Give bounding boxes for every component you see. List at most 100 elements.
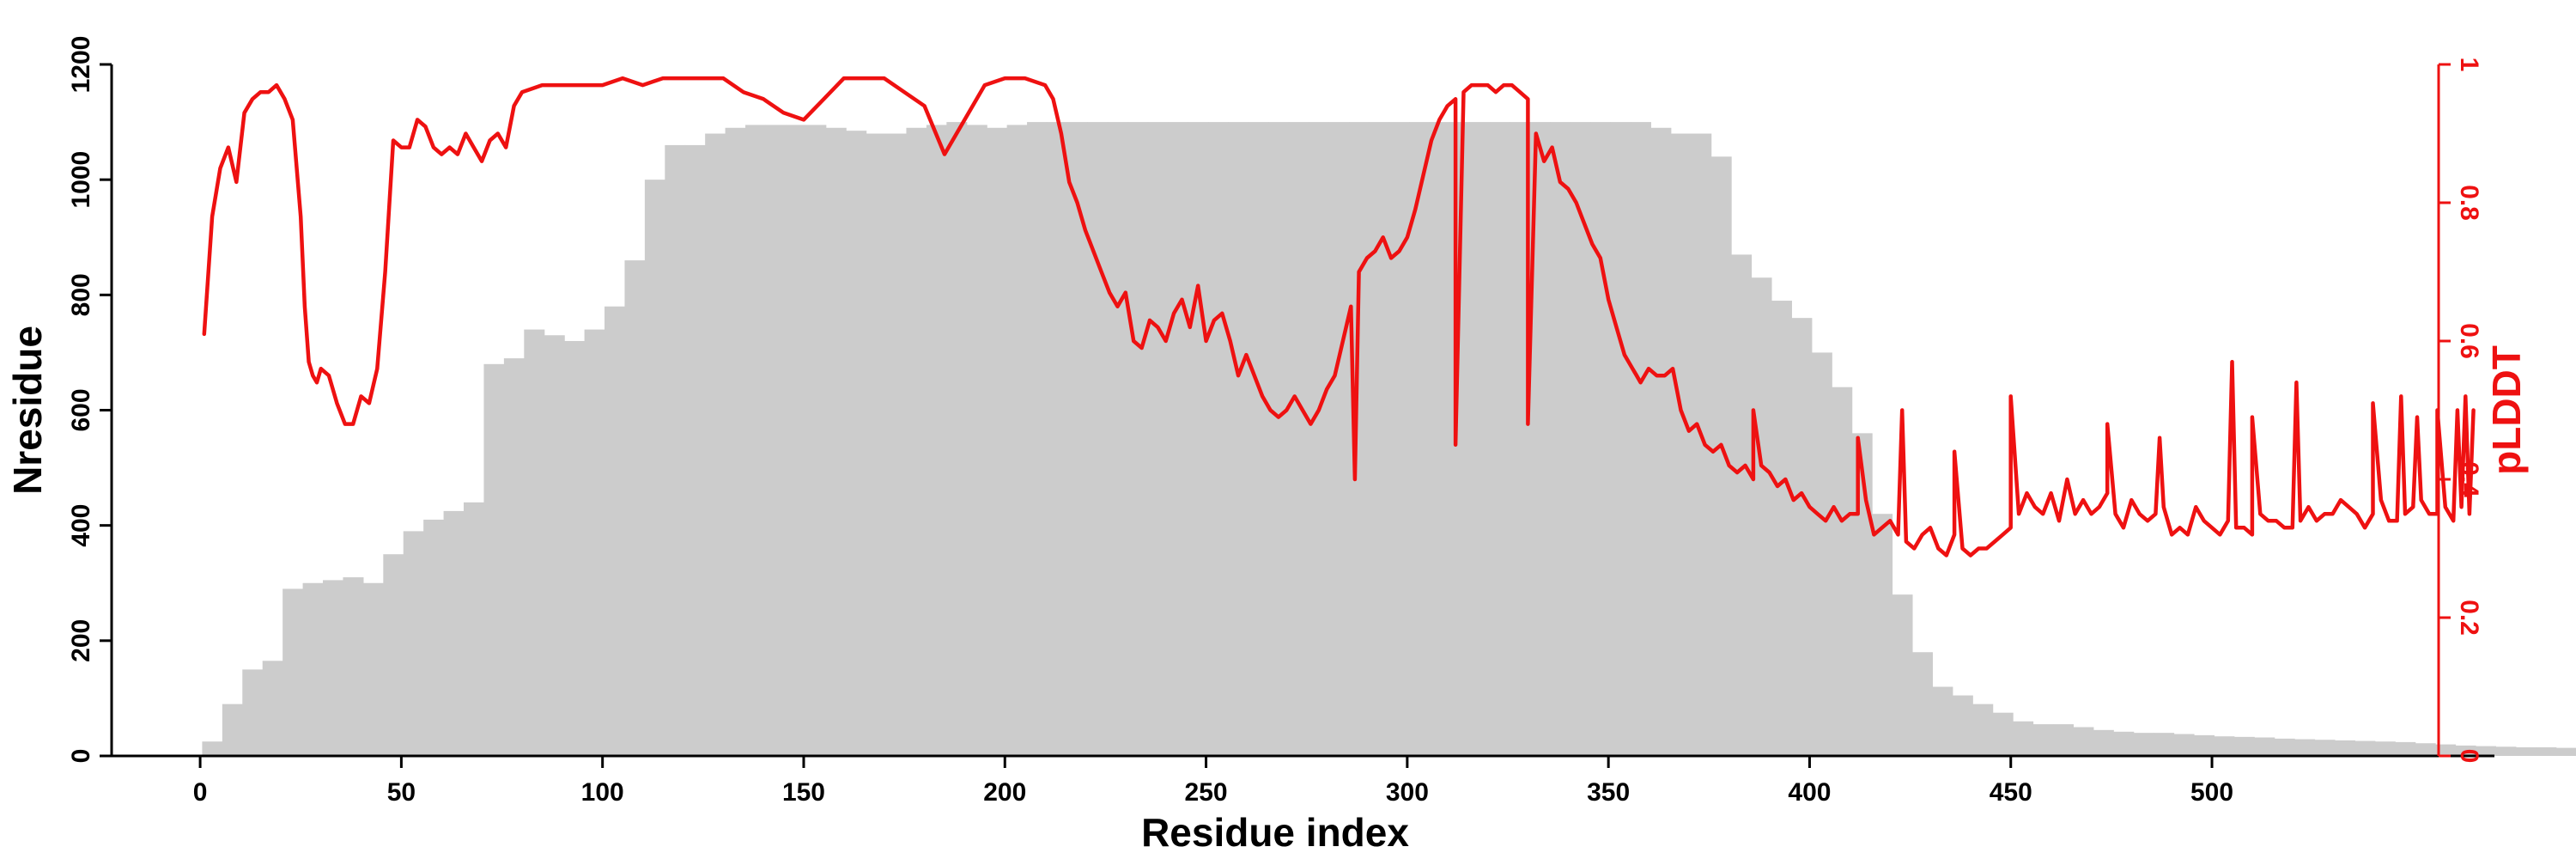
right-y-tick-label: 0.6	[2455, 323, 2483, 359]
nresidue-bar	[2274, 738, 2295, 757]
nresidue-bar	[1188, 122, 1209, 756]
nresidue-bar	[1328, 122, 1350, 756]
nresidue-bar	[785, 125, 806, 756]
right-y-tick-label: 1	[2455, 58, 2483, 72]
nresidue-bar	[1771, 301, 1792, 756]
x-tick-label: 50	[387, 778, 416, 807]
nresidue-bar	[624, 260, 646, 757]
left-y-tick-label: 200	[67, 619, 95, 662]
nresidue-bar	[966, 125, 987, 756]
nresidue-bar	[343, 577, 364, 756]
nresidue-bar	[2254, 737, 2275, 756]
nresidue-bar	[2415, 743, 2436, 756]
nresidue-bar	[1992, 712, 2014, 756]
right-y-axis-title: pLDDT	[2484, 345, 2529, 475]
x-tick-label: 450	[1990, 778, 2032, 807]
nresidue-bar	[946, 122, 968, 756]
nresidue-bar	[1550, 122, 1571, 756]
nresidue-bar	[584, 329, 605, 756]
nresidue-bar	[1610, 122, 1631, 756]
nresidue-bar	[2193, 734, 2215, 756]
nresidue-bar	[1630, 122, 1651, 756]
nresidue-bar	[403, 531, 424, 757]
nresidue-bar	[906, 127, 927, 757]
nresidue-bar	[1107, 122, 1128, 756]
nresidue-bar	[1952, 695, 1973, 756]
nresidue-bar	[2495, 746, 2517, 756]
nresidue-bar	[2032, 724, 2054, 756]
nresidue-bar	[1892, 594, 1913, 756]
nresidue-bar	[1228, 122, 1249, 756]
nresidue-bar	[202, 741, 223, 756]
nresidue-bar	[644, 180, 665, 757]
nresidue-bar	[1168, 122, 1189, 756]
nresidue-bar	[464, 502, 485, 756]
nresidue-bar	[383, 554, 404, 756]
nresidue-bar	[684, 144, 706, 757]
nresidue-bar	[2013, 721, 2034, 756]
nresidue-bar	[2173, 734, 2195, 756]
left-y-tick-label: 400	[67, 504, 95, 547]
nresidue-bar	[2113, 731, 2135, 756]
nresidue-bar	[2354, 740, 2376, 756]
nresidue-bar	[1348, 122, 1370, 756]
nresidue-bar	[1691, 133, 1712, 756]
nresidue-bar	[1006, 125, 1028, 756]
nresidue-bar	[564, 341, 586, 756]
nresidue-bar	[1288, 122, 1309, 756]
nresidue-bar	[1429, 122, 1450, 756]
nresidue-bar	[725, 127, 746, 757]
nresidue-bar	[2314, 740, 2336, 756]
nresidue-bar	[665, 144, 686, 757]
nresidue-bar	[1388, 122, 1410, 756]
x-axis-title: Residue index	[1141, 810, 1409, 855]
left-y-tick-label: 0	[67, 749, 95, 764]
nresidue-bar	[926, 125, 947, 756]
nresidue-bar	[1369, 122, 1390, 756]
nresidue-bar	[2435, 744, 2457, 756]
x-tick-label: 500	[2190, 778, 2233, 807]
right-y-tick-label: 0.4	[2455, 461, 2483, 497]
nresidue-bar	[1207, 122, 1229, 756]
nresidue-bar	[1872, 514, 1893, 756]
nresidue-bar	[1066, 122, 1088, 756]
nresidue-bar	[2536, 746, 2557, 756]
nresidue-bar	[1147, 122, 1169, 756]
nresidue-bar	[362, 582, 384, 756]
nresidue-bar	[1731, 254, 1753, 757]
nresidue-bar	[2093, 729, 2114, 756]
nresidue-bar	[2475, 746, 2496, 756]
nresidue-bar	[866, 133, 887, 756]
nresidue-bar	[1932, 686, 1953, 756]
nresidue-bar	[2052, 724, 2074, 756]
nresidue-bar	[2154, 733, 2175, 756]
nresidue-bar	[1248, 122, 1269, 756]
nresidue-bars	[202, 122, 2576, 757]
nresidue-bar	[1047, 122, 1068, 756]
nresidue-bar	[2073, 727, 2094, 756]
nresidue-bar	[705, 133, 726, 756]
nresidue-bar	[1409, 122, 1431, 756]
nresidue-bar	[1751, 277, 1772, 757]
nresidue-bar	[302, 582, 324, 756]
x-tick-label: 100	[581, 778, 624, 807]
nresidue-bar	[262, 661, 283, 756]
nresidue-bar	[2233, 736, 2255, 756]
nresidue-bar	[805, 125, 827, 756]
nresidue-bar	[1268, 122, 1290, 756]
nresidue-bar	[846, 131, 867, 756]
nresidue-bar	[1851, 433, 1873, 756]
nresidue-bar	[1670, 133, 1692, 756]
right-y-tick-label: 0.8	[2455, 185, 2483, 221]
nresidue-bar	[2455, 745, 2476, 756]
nresidue-bar	[1791, 318, 1813, 756]
nresidue-bar	[2395, 741, 2416, 756]
nresidue-bar	[1489, 122, 1510, 756]
nresidue-bar	[222, 704, 243, 757]
nresidue-bar	[2374, 741, 2396, 756]
nresidue-bar	[987, 127, 1008, 757]
nresidue-bar	[765, 125, 787, 756]
nresidue-bar	[1972, 704, 1994, 757]
